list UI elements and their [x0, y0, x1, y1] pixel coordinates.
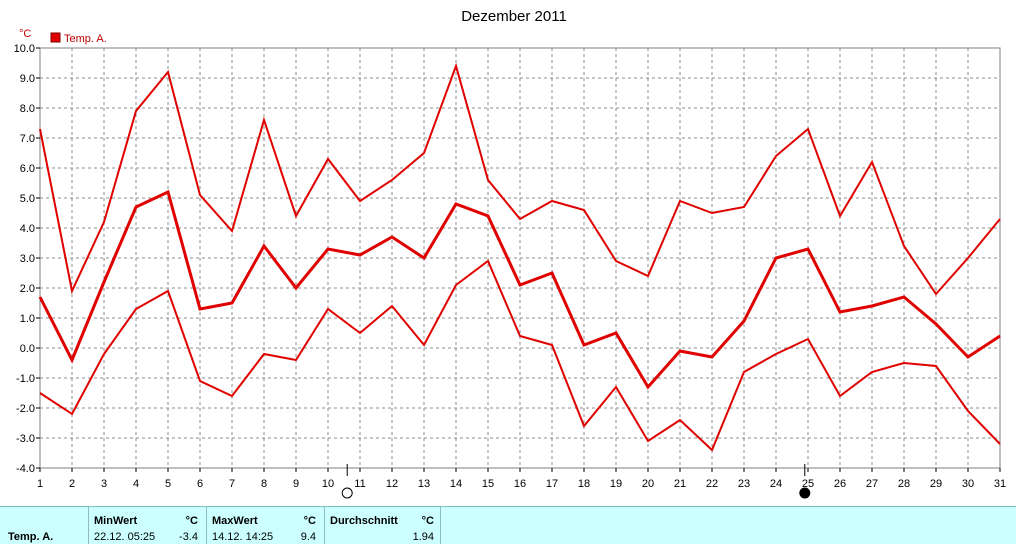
min-value: -3.4 [179, 531, 198, 543]
x-tick-label: 4 [133, 478, 139, 490]
stats-row-label-cell: Temp. A. [8, 507, 88, 544]
x-tick-label: 20 [642, 478, 654, 490]
y-tick-label: 9.0 [20, 73, 35, 85]
x-tick-label: 2 [69, 478, 75, 490]
temperature-chart: Dezember 2011 °C Temp. A. -4.0 -3.0 -2.0 -1… [14, 8, 1006, 499]
stats-row-label: Temp. A. [8, 531, 54, 543]
moon-markers [341, 464, 811, 499]
chart-title: Dezember 2011 [461, 8, 567, 25]
x-tick-label: 5 [165, 478, 171, 490]
x-tick-label: 25 [802, 478, 814, 490]
y-tick-label: 7.0 [20, 133, 35, 145]
x-tick-label: 12 [386, 478, 398, 490]
x-tick-label: 9 [293, 478, 299, 490]
max-datetime: 14.12. 14:25 [212, 531, 274, 543]
y-tick-label: 1.0 [20, 313, 35, 325]
x-tick-label: 30 [962, 478, 974, 490]
stats-min-cell: MinWert °C 22.12. 05:25 -3.4 [94, 507, 202, 544]
series-line-mean [38, 189, 1001, 390]
x-tick-label: 19 [610, 478, 622, 490]
x-tick-label: 3 [101, 478, 107, 490]
series-line-min [39, 259, 1001, 452]
max-unit: °C [303, 515, 316, 527]
legend-label: Temp. A. [64, 33, 107, 45]
stats-table: Temp. A. MinWert °C 22.12. 05:25 -3.4 Ma… [0, 506, 1016, 544]
y-tick-label: 8.0 [20, 103, 35, 115]
y-tick-label: 10.0 [14, 43, 35, 55]
avg-header: Durchschnitt [330, 515, 398, 527]
max-value: 9.4 [300, 531, 316, 543]
full-moon-icon [341, 487, 353, 499]
y-tick-label: 3.0 [20, 253, 35, 265]
min-header: MinWert [94, 515, 138, 527]
x-tick-label: 26 [834, 478, 846, 490]
series-group [38, 62, 1001, 452]
stats-avg-cell: Durchschnitt °C 1.94 [330, 507, 436, 544]
x-tick-label: 10 [322, 478, 334, 490]
x-tick-label: 11 [354, 478, 365, 490]
stats-divider [206, 507, 207, 544]
x-tick-label: 29 [930, 478, 942, 490]
stats-divider [440, 507, 441, 544]
avg-value: 1.94 [412, 531, 434, 543]
avg-unit: °C [421, 515, 434, 527]
y-tick-label: 0.0 [20, 343, 35, 355]
new-moon-icon [799, 487, 811, 499]
series-line-max [39, 62, 1001, 296]
y-axis: -4.0 -3.0 -2.0 -1.0 0.0 1.0 2.0 3.0 4.0 5.0 6.0 7.0… [14, 43, 40, 475]
y-tick-label: -4.0 [16, 463, 35, 475]
x-tick-label: 17 [546, 478, 558, 490]
y-tick-label: 2.0 [20, 283, 35, 295]
y-tick-label: 5.0 [20, 193, 35, 205]
stats-max-cell: MaxWert °C 14.12. 14:25 9.4 [212, 507, 318, 544]
x-tick-label: 27 [866, 478, 878, 490]
x-tick-label: 7 [229, 478, 235, 490]
y-tick-label: 4.0 [20, 223, 35, 235]
x-tick-label: 15 [482, 478, 494, 490]
y-tick-label: -3.0 [16, 433, 35, 445]
legend-swatch [50, 32, 61, 43]
x-tick-label: 13 [418, 478, 430, 490]
x-tick-label: 16 [514, 478, 526, 490]
min-unit: °C [185, 515, 198, 527]
y-tick-label: -1.0 [16, 373, 35, 385]
grid [40, 48, 1000, 468]
min-datetime: 22.12. 05:25 [94, 531, 156, 543]
max-header: MaxWert [212, 515, 258, 527]
x-tick-label: 22 [706, 478, 718, 490]
x-tick-label: 14 [450, 478, 462, 490]
x-tick-label: 28 [898, 478, 910, 490]
x-tick-label: 8 [261, 478, 267, 490]
x-tick-label: 21 [674, 478, 686, 490]
x-tick-label: 18 [578, 478, 590, 490]
x-tick-label: 1 [37, 478, 43, 490]
x-tick-label: 6 [197, 478, 203, 490]
y-tick-label: -2.0 [16, 403, 35, 415]
stats-divider [88, 507, 89, 544]
stats-divider [324, 507, 325, 544]
y-axis-unit: °C [19, 28, 31, 40]
x-tick-label: 23 [738, 478, 750, 490]
x-axis: 1 2 3 4 5 6 7 8 9 10 11 12 13 14 15 16 17 18 19 20 21 22 23 24 2… [37, 468, 1006, 490]
y-tick-label: 6.0 [20, 163, 35, 175]
x-tick-label: 31 [994, 478, 1006, 490]
x-tick-label: 24 [770, 478, 782, 490]
